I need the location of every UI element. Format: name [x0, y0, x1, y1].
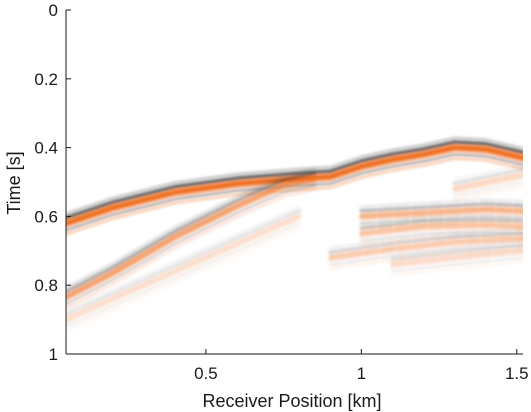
- right-reflection-5-lobe-3: [452, 172, 523, 192]
- right-reflection-4-lobe-0: [390, 239, 523, 257]
- right-reflection-2-lobe-0: [359, 213, 523, 226]
- right-reflection-1-lobe-0: [359, 198, 523, 209]
- steep-reflection-lobe-3: [66, 176, 317, 300]
- direct-arrival-lobe-1: [66, 140, 523, 220]
- right-reflection-5-lobe-0: [453, 164, 523, 181]
- right-reflection-4-lobe-1: [390, 243, 523, 261]
- right-reflection-3-lobe-1: [328, 231, 523, 255]
- faint-deep-reflection-lobe-3: [66, 214, 302, 322]
- y-axis-label: Time [s]: [4, 151, 24, 214]
- right-reflection-5-lobe-6: [453, 184, 523, 202]
- right-reflection-4-lobe-6: [390, 260, 523, 278]
- y-tick-label: 0.6: [34, 207, 58, 226]
- steep-reflection-lobe-0: [66, 167, 317, 290]
- x-tick-label: 1: [357, 364, 366, 383]
- right-reflection-2-lobe-1: [359, 217, 523, 230]
- steep-reflection-lobe-1: [66, 171, 317, 294]
- x-axis-label: Receiver Position [km]: [202, 391, 381, 411]
- faint-deep-reflection-lobe-5: [66, 221, 301, 329]
- right-reflection-5-lobe-5: [453, 180, 523, 198]
- right-reflection-1-lobe-3: [359, 207, 523, 219]
- y-tick-label: 0.8: [34, 276, 58, 295]
- direct-arrival-lobe-4: [66, 148, 523, 228]
- faint-deep-reflection-lobe-4: [66, 217, 301, 325]
- faint-deep-reflection-lobe-0: [66, 205, 301, 312]
- y-tick-label: 1: [49, 345, 58, 364]
- steep-reflection-lobe-4: [66, 179, 317, 302]
- faint-deep-reflection-lobe-1: [66, 209, 302, 316]
- right-reflection-5-lobe-1: [452, 167, 523, 186]
- x-tick-label: 0.5: [194, 364, 218, 383]
- direct-arrival-lobe-6: [66, 157, 523, 236]
- right-reflection-5-lobe-4: [452, 176, 523, 194]
- right-reflection-4-lobe-3: [390, 248, 523, 267]
- direct-arrival-lobe-0: [66, 136, 523, 216]
- right-reflection-2-lobe-3: [359, 222, 523, 236]
- y-tick-label: 0.4: [34, 139, 58, 158]
- axes: 0 0.2 0.4 0.6 0.8 1 0.5 1 1.5: [34, 1, 528, 383]
- faint-deep-reflection-lobe-6: [66, 225, 301, 333]
- right-reflection-3-lobe-0: [328, 227, 523, 250]
- right-reflection-4-lobe-5: [390, 256, 523, 273]
- steep-reflection-lobe-6: [66, 188, 317, 310]
- right-reflection-3-lobe-3: [328, 236, 523, 260]
- right-reflection-4-lobe-4: [390, 251, 523, 270]
- right-reflection-1-lobe-4: [359, 210, 523, 221]
- steep-reflection-lobe-5: [66, 183, 317, 306]
- y-tick-label: 0: [49, 1, 58, 20]
- x-tick-label: 1.5: [505, 364, 529, 383]
- direct-arrival-lobe-3: [66, 145, 523, 226]
- plot-area: [66, 136, 523, 333]
- direct-arrival-lobe-5: [66, 152, 523, 232]
- y-tick-label: 0.2: [34, 70, 58, 89]
- right-reflection-1-lobe-1: [359, 202, 523, 213]
